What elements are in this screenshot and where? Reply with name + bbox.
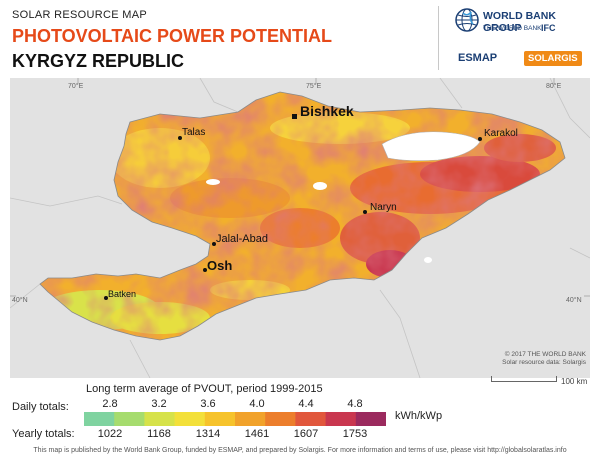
legend-color-cell (325, 412, 357, 426)
city-jalal-abad: Jalal-Abad (216, 233, 268, 245)
legend-color-cell (235, 412, 266, 426)
reservoir-toktogul (206, 179, 220, 185)
city-batken: Batken (108, 289, 136, 299)
world-bank-group-logo: WORLD BANK GROUP THE WORLD BANK IFC (455, 8, 595, 42)
city-karakol: Karakol (484, 128, 518, 139)
graticule-40n-right: 40°N (566, 296, 582, 304)
globalsolaratlas-link[interactable]: http://globalsolaratlas.info (487, 447, 567, 454)
daily-value: 4.4 (298, 398, 314, 410)
legend-color-cell (265, 412, 296, 426)
legend-colorbar (84, 412, 386, 426)
yearly-value: 1022 (97, 428, 123, 440)
daily-value: 4.8 (347, 398, 363, 410)
graticule-80e: 80°E (546, 82, 562, 90)
data-source-text: Solar resource data: Solargis (502, 359, 586, 366)
daily-value: 3.6 (200, 398, 216, 410)
lake-issyk-kul (381, 131, 481, 161)
globe-icon (455, 8, 479, 32)
legend-title: Long term average of PVOUT, period 1999-… (86, 383, 323, 395)
graticule-70e: 70°E (68, 82, 84, 90)
graticule-40n-left: 40°N (12, 296, 28, 304)
legend-color-cell (295, 412, 327, 426)
map-credits: © 2017 THE WORLD BANK Solar resource dat… (472, 351, 586, 367)
neighbour-borders (10, 78, 590, 378)
daily-value: 3.2 (151, 398, 167, 410)
yearly-value: 1607 (293, 428, 319, 440)
esmap-logo: ESMAP (458, 52, 498, 64)
legend-color-cell (355, 412, 386, 426)
lake-son-kul (313, 182, 327, 190)
map-header: SOLAR RESOURCE MAP PHOTOVOLTAIC POWER PO… (0, 0, 600, 78)
country-name: KYRGYZ REPUBLIC (12, 51, 185, 71)
map-title: PHOTOVOLTAIC POWER POTENTIAL (12, 26, 333, 46)
capital-marker (292, 114, 297, 119)
legend-unit: kWh/kWp (395, 410, 443, 422)
city-bishkek: Bishkek (300, 103, 354, 119)
yearly-value: 1168 (147, 428, 171, 440)
graticule: 70°E 75°E 80°E 40°N 40°N (10, 78, 590, 304)
scale-label: 100 km (561, 377, 588, 386)
daily-totals-label: Daily totals: (12, 401, 69, 413)
graticule-75e: 75°E (306, 82, 322, 90)
legend-color-cell (204, 412, 236, 426)
footer-note: This map is published by the World Bank … (0, 447, 600, 454)
daily-value: 4.0 (249, 398, 265, 410)
country-border (39, 91, 566, 341)
city-naryn: Naryn (370, 202, 397, 213)
header-divider (438, 6, 439, 70)
daily-value: 2.8 (102, 398, 118, 410)
yearly-value: 1753 (342, 428, 368, 440)
scale-bar (491, 376, 557, 382)
footer-text: This map is published by the World Bank … (33, 447, 486, 454)
yearly-value: 1314 (195, 428, 221, 440)
legend-color-cell (144, 412, 176, 426)
city-osh: Osh (207, 258, 232, 273)
city-markers: Bishkek Karakol Talas Naryn Jalal-Abad O… (104, 103, 518, 300)
copyright-text: © 2017 THE WORLD BANK (504, 351, 586, 358)
wbg-title: WORLD BANK GROUP (483, 10, 556, 34)
overline-title: SOLAR RESOURCE MAP (12, 9, 147, 21)
pvout-map: 70°E 75°E 80°E 40°N 40°N Bishkek Karakol… (10, 78, 590, 378)
ifc-label: IFC (541, 23, 556, 33)
world-bank-label: THE WORLD BANK (483, 25, 542, 32)
yearly-totals-label: Yearly totals: (12, 428, 75, 440)
legend-color-cell (84, 412, 115, 426)
lake-chatyr-kul (424, 257, 432, 263)
city-talas: Talas (182, 127, 205, 138)
legend-color-cell (114, 412, 145, 426)
yearly-value: 1461 (244, 428, 270, 440)
legend-color-cell (174, 412, 206, 426)
solargis-logo: SOLARGIS (524, 51, 582, 66)
